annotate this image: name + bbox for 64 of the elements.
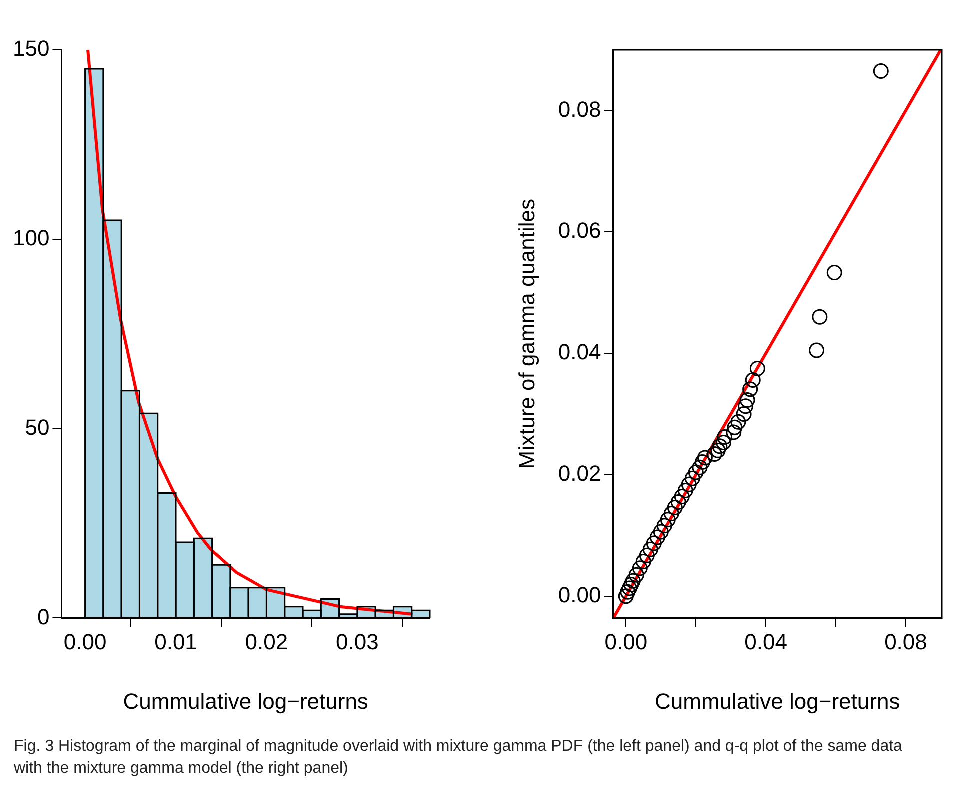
- y-tick-label: 50: [25, 414, 50, 440]
- point: [632, 560, 648, 576]
- point: [656, 518, 672, 534]
- point: [745, 372, 761, 388]
- point: [678, 482, 694, 498]
- point: [750, 360, 766, 376]
- caption: Fig. 3 Histogram of the marginal of magnitude overlaid with mixture gamma PDF (the left panel) and q-q plot of the same data with the mixture gamma model (the right panel): [14, 737, 904, 779]
- point: [650, 530, 666, 546]
- point: [738, 398, 754, 414]
- point: [740, 392, 756, 408]
- point: [639, 548, 655, 564]
- y-tick-label: 0: [37, 604, 50, 630]
- point: [628, 567, 644, 583]
- point: [681, 476, 697, 492]
- y-tick-label: 0.08: [558, 96, 602, 122]
- y-tick-label: 0.00: [558, 582, 602, 608]
- point: [716, 435, 732, 451]
- x-tick-label: 0.03: [336, 629, 379, 654]
- point: [692, 460, 708, 476]
- point: [646, 536, 662, 552]
- point: [873, 63, 889, 79]
- point: [826, 265, 842, 281]
- y-axis-title: Mixture of gamma quantiles: [514, 198, 540, 470]
- x-tick-label: 0.00: [604, 629, 648, 654]
- point: [727, 420, 743, 436]
- x-tick-label: 0.02: [245, 629, 288, 654]
- x-tick-label: 0.08: [884, 629, 928, 654]
- point: [812, 309, 828, 325]
- x-axis-title: Cummulative log−returns: [123, 688, 368, 714]
- point: [625, 573, 641, 589]
- point: [618, 588, 634, 604]
- point: [684, 470, 700, 486]
- point: [742, 382, 758, 398]
- point: [688, 464, 704, 480]
- y-tick-label: 100: [12, 225, 50, 250]
- y-tick-label: 0.06: [558, 218, 602, 244]
- point: [642, 542, 658, 558]
- point: [622, 580, 638, 596]
- point: [695, 454, 711, 470]
- point: [726, 424, 742, 440]
- point: [736, 406, 752, 422]
- point: [717, 430, 733, 446]
- point: [620, 584, 636, 600]
- point: [674, 489, 690, 505]
- point: [710, 442, 726, 458]
- x-tick-label: 0.01: [154, 629, 198, 654]
- point: [624, 577, 640, 593]
- y-tick-label: 150: [12, 36, 50, 62]
- point: [667, 500, 683, 516]
- point: [653, 524, 669, 540]
- point: [730, 414, 746, 430]
- point: [670, 494, 686, 510]
- x-tick-label: 0.04: [744, 629, 788, 654]
- point: [636, 554, 652, 570]
- point: [660, 512, 676, 528]
- y-tick-label: 0.04: [558, 340, 602, 365]
- point: [712, 438, 728, 454]
- x-axis-title: Cummulative log−returns: [655, 688, 900, 714]
- point: [809, 342, 825, 358]
- y-tick-label: 0.02: [558, 461, 602, 486]
- point: [697, 450, 713, 466]
- point: [706, 446, 722, 462]
- x-tick-label: 0.00: [64, 629, 107, 654]
- point: [664, 506, 680, 522]
